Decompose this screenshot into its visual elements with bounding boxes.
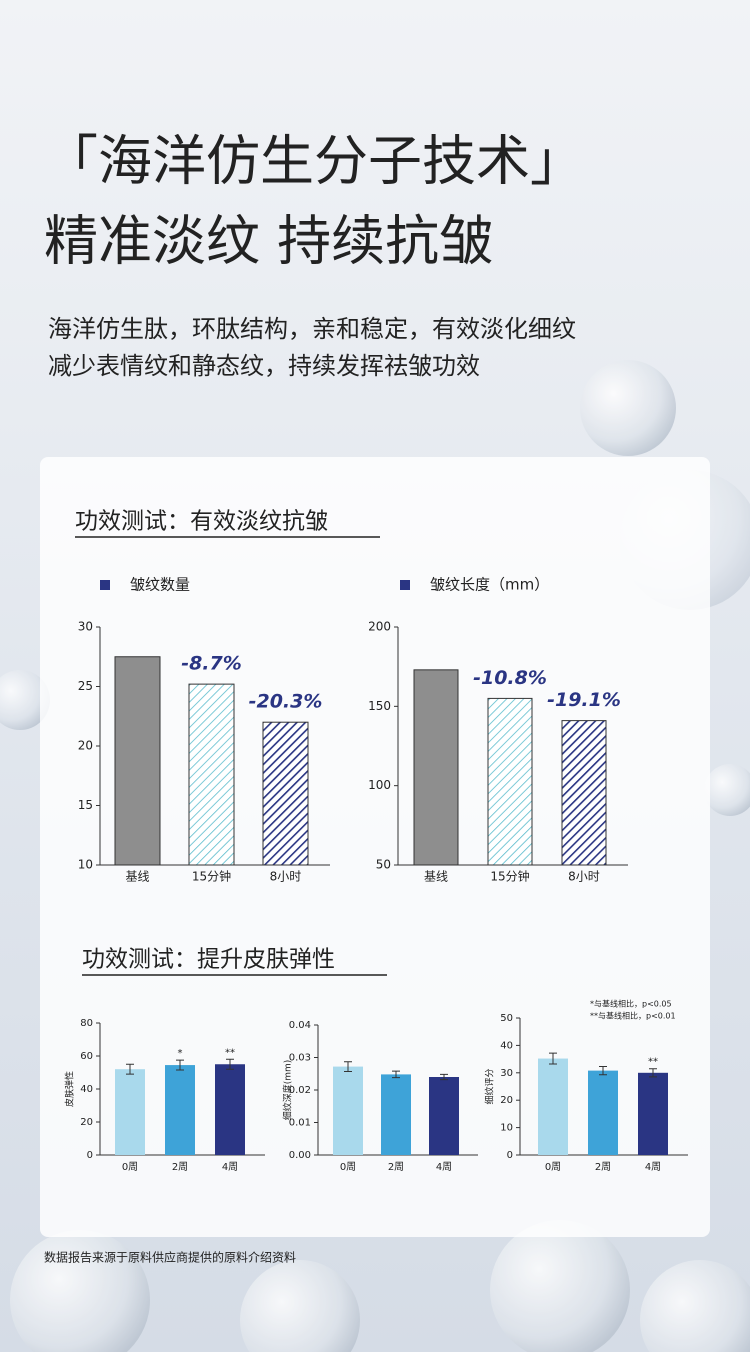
x-tick-label: 4周 — [645, 1161, 661, 1173]
y-tick-label: 50 — [500, 1013, 513, 1024]
y-axis-label: 细纹深度(mm) — [282, 1060, 294, 1121]
error-bar — [392, 1070, 400, 1079]
footnote: 数据报告来源于原料供应商提供的原料介绍资料 — [44, 1250, 296, 1265]
bar — [638, 1072, 668, 1155]
error-bar — [649, 1068, 657, 1078]
y-tick-label: 0.00 — [289, 1150, 311, 1161]
y-tick-label: 10 — [78, 858, 93, 872]
legend-label: 皱纹数量 — [130, 576, 190, 594]
y-tick-label: 40 — [80, 1084, 93, 1095]
error-bar — [549, 1052, 557, 1065]
significance: ** — [648, 1057, 658, 1068]
bar — [381, 1074, 411, 1155]
legend-swatch — [100, 580, 110, 590]
y-tick-label: 20 — [78, 739, 93, 753]
x-tick-label: 2周 — [388, 1161, 404, 1173]
legend-swatch — [400, 580, 410, 590]
x-tick-label: 8小时 — [270, 870, 302, 884]
x-tick-label: 2周 — [172, 1161, 188, 1173]
x-tick-label: 15分钟 — [490, 869, 529, 884]
y-tick-label: 60 — [80, 1051, 93, 1062]
y-tick-label: 10 — [500, 1123, 513, 1134]
title-line: 精准淡纹 持续抗皱 — [44, 210, 493, 273]
y-tick-label: 30 — [500, 1068, 513, 1079]
bar — [114, 656, 161, 866]
x-tick-label: 4周 — [436, 1161, 452, 1173]
y-tick-label: 50 — [376, 858, 391, 872]
significance: ** — [225, 1047, 235, 1058]
significance: * — [178, 1048, 183, 1059]
bar — [215, 1064, 245, 1155]
y-tick-label: 0 — [87, 1150, 93, 1161]
error-bar — [440, 1073, 448, 1081]
error-bar — [176, 1059, 184, 1071]
y-tick-label: 0.01 — [289, 1118, 311, 1129]
x-tick-label: 2周 — [595, 1161, 611, 1173]
bar — [487, 697, 533, 866]
y-tick-label: 15 — [78, 798, 93, 812]
bar — [115, 1069, 145, 1155]
subtitle-line: 海洋仿生肽，环肽结构，亲和稳定，有效淡化细纹 — [48, 315, 576, 343]
annotation: -8.7% — [181, 653, 242, 675]
y-tick-label: 80 — [80, 1018, 93, 1029]
y-tick-label: 0.03 — [289, 1053, 311, 1064]
annotation: -10.8% — [473, 667, 547, 689]
error-bar — [599, 1066, 607, 1076]
legend-label: 皱纹长度（mm） — [430, 576, 549, 594]
y-tick-label: 40 — [500, 1040, 513, 1051]
error-bar — [126, 1063, 134, 1075]
card — [40, 457, 710, 1237]
bar — [561, 720, 607, 866]
x-tick-label: 0周 — [340, 1161, 356, 1173]
subtitle-line: 减少表情纹和静态纹，持续发挥祛皱功效 — [48, 352, 480, 380]
x-tick-label: 15分钟 — [192, 869, 231, 884]
note: *与基线相比，p<0.05 — [590, 999, 672, 1009]
y-tick-label: 25 — [78, 679, 93, 693]
section-title: 功效测试：提升皮肤弹性 — [82, 947, 335, 973]
error-bar — [344, 1061, 352, 1072]
section-title: 功效测试：有效淡纹抗皱 — [75, 509, 328, 535]
bar — [538, 1058, 568, 1155]
y-tick-label: 100 — [368, 778, 391, 792]
bar — [333, 1066, 363, 1155]
annotation: -20.3% — [249, 691, 323, 713]
note: **与基线相比，p<0.01 — [590, 1011, 676, 1021]
y-tick-label: 200 — [368, 620, 391, 634]
y-axis-label: 细纹评分 — [484, 1068, 496, 1104]
x-tick-label: 0周 — [122, 1161, 138, 1173]
y-tick-label: 0.02 — [289, 1085, 311, 1096]
y-tick-label: 0.04 — [289, 1020, 311, 1031]
x-tick-label: 基线 — [125, 870, 149, 884]
y-axis-label: 皮肤弹性 — [64, 1071, 76, 1107]
bar — [188, 683, 235, 866]
bar — [262, 721, 309, 866]
bar — [413, 669, 459, 866]
y-tick-label: 20 — [500, 1095, 513, 1106]
y-tick-label: 150 — [368, 699, 391, 713]
title-line: 「海洋仿生分子技术」 — [44, 130, 584, 193]
bar — [165, 1065, 195, 1155]
x-tick-label: 8小时 — [568, 870, 600, 884]
x-tick-label: 4周 — [222, 1161, 238, 1173]
annotation: -19.1% — [547, 689, 621, 711]
x-tick-label: 基线 — [424, 870, 448, 884]
y-tick-label: 20 — [80, 1117, 93, 1128]
y-tick-label: 30 — [78, 620, 93, 634]
y-tick-label: 0 — [507, 1150, 513, 1161]
bar — [588, 1070, 618, 1155]
bar — [429, 1077, 459, 1155]
x-tick-label: 0周 — [545, 1161, 561, 1173]
error-bar — [226, 1058, 234, 1070]
